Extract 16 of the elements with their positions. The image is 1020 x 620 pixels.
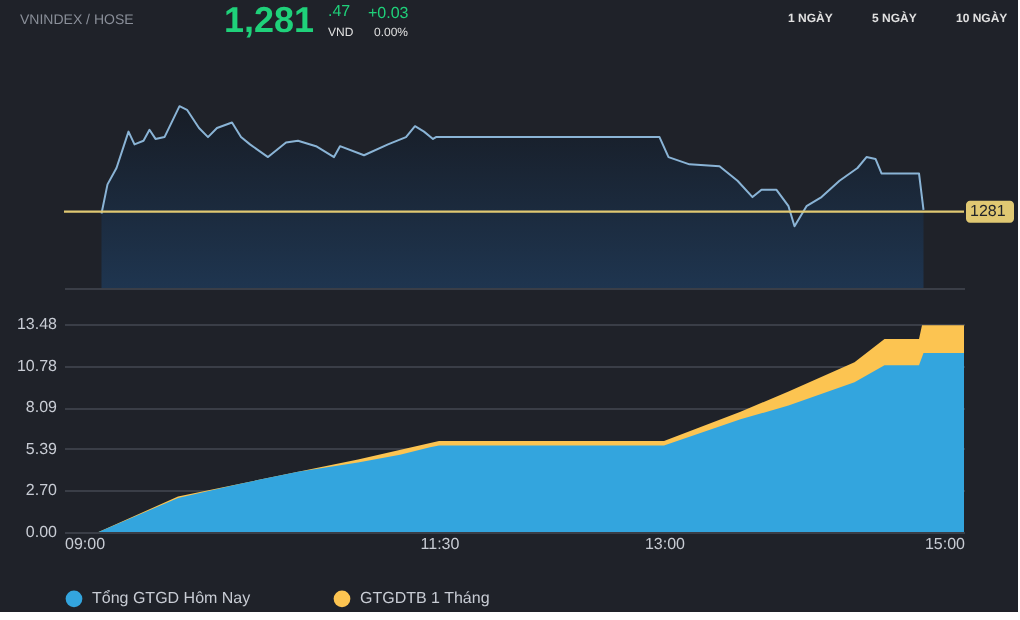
legend-label: GTGDTB 1 Tháng xyxy=(360,588,490,607)
y-tick-label: 10.78 xyxy=(16,356,59,375)
x-tick-label: 15:00 xyxy=(924,535,967,553)
x-tick-label: 09:00 xyxy=(65,535,107,553)
legend-label: Tổng GTGD Hôm Nay xyxy=(92,588,251,607)
x-tick-label: 11:30 xyxy=(420,535,461,553)
y-tick-label: 8.09 xyxy=(25,398,59,417)
y-tick-label: 0.00 xyxy=(25,523,59,541)
y-tick-label: 13.48 xyxy=(16,315,59,333)
text: .47 xyxy=(328,2,352,20)
y-tick-label: 5.39 xyxy=(25,439,59,458)
text: 1,281 xyxy=(224,0,315,40)
x-tick-label: 13:00 xyxy=(644,535,687,553)
text: 1281 xyxy=(970,201,1007,220)
text: +0.03 xyxy=(368,4,410,22)
y-tick-label: 2.70 xyxy=(25,481,59,500)
